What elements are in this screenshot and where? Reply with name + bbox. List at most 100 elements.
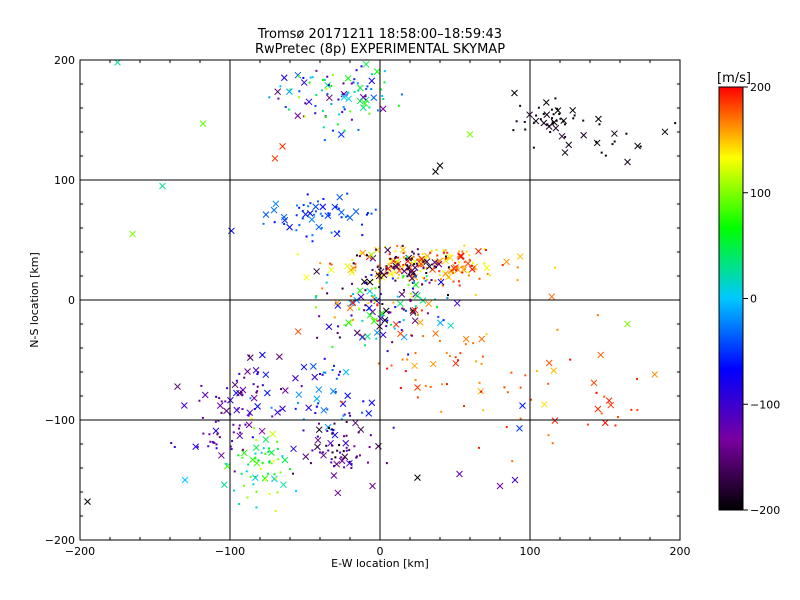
data-point (422, 277, 425, 280)
data-point (262, 447, 265, 450)
data-point (539, 118, 542, 121)
data-point (475, 360, 478, 363)
data-point (389, 323, 392, 326)
data-point (201, 391, 209, 399)
data-point (515, 120, 518, 123)
data-point (303, 274, 310, 281)
data-point (558, 113, 561, 116)
data-point (343, 413, 346, 416)
data-point (556, 107, 559, 110)
data-point (297, 75, 300, 78)
data-point (321, 451, 324, 454)
data-point (286, 223, 293, 231)
data-point (443, 252, 446, 255)
data-point (326, 93, 329, 96)
data-point (368, 251, 375, 259)
data-point (350, 118, 353, 121)
data-point (337, 373, 340, 376)
data-point (463, 404, 466, 407)
data-point (447, 266, 450, 269)
data-point (402, 288, 405, 291)
data-point (505, 425, 508, 428)
data-point (316, 435, 319, 438)
data-point (415, 262, 418, 265)
data-point (636, 377, 639, 380)
data-point (312, 203, 320, 211)
data-point (345, 319, 353, 326)
data-point (338, 457, 346, 465)
data-point (357, 89, 360, 92)
data-point (453, 299, 461, 307)
data-point (330, 444, 333, 447)
data-point (383, 81, 386, 84)
data-point (369, 434, 372, 437)
data-point (253, 459, 261, 467)
data-point (254, 475, 257, 478)
colorbar-tick-label: −100 (750, 398, 780, 411)
data-point (268, 449, 275, 456)
data-point (419, 297, 427, 304)
data-point (337, 98, 340, 101)
data-point (238, 372, 241, 375)
data-point (268, 460, 271, 463)
data-point (486, 272, 489, 275)
data-point (298, 224, 301, 227)
data-point (173, 445, 176, 448)
data-point (347, 91, 350, 94)
data-point (314, 104, 317, 107)
data-point (389, 311, 392, 314)
data-point (307, 205, 310, 208)
data-point (159, 182, 166, 190)
data-point (342, 414, 345, 417)
data-point (250, 394, 258, 402)
data-point (376, 304, 379, 307)
data-point (323, 357, 326, 360)
data-point (564, 135, 567, 138)
data-point (444, 249, 447, 252)
data-point (294, 328, 302, 335)
data-point (352, 208, 360, 215)
data-point (464, 260, 472, 267)
colorbar-tick-label: −200 (750, 504, 780, 517)
data-point (445, 351, 448, 354)
data-point (326, 292, 329, 295)
data-point (431, 259, 439, 266)
data-point (361, 411, 364, 414)
data-point (365, 304, 373, 312)
data-point (470, 264, 473, 267)
data-point (397, 267, 400, 270)
data-point (559, 117, 562, 120)
data-point (368, 77, 376, 85)
y-tick-label: 200 (54, 54, 75, 67)
data-point (410, 274, 413, 277)
x-tick-label: 200 (670, 545, 691, 558)
data-point (365, 213, 368, 216)
data-point (555, 119, 558, 122)
data-point (215, 447, 218, 450)
data-point (394, 250, 397, 253)
data-point (399, 246, 407, 253)
data-point (274, 409, 281, 416)
data-point (379, 267, 382, 270)
data-point (241, 393, 244, 396)
data-point (262, 371, 270, 379)
data-point (254, 452, 257, 455)
data-point (315, 223, 323, 231)
data-point (674, 122, 677, 125)
data-point (223, 407, 230, 415)
data-point (321, 215, 324, 218)
data-point (325, 281, 328, 284)
data-point (252, 427, 255, 430)
data-point (321, 287, 324, 290)
data-point (401, 276, 404, 279)
data-point (258, 427, 266, 435)
data-point (624, 320, 631, 328)
data-point (356, 82, 359, 85)
data-point (417, 262, 420, 265)
data-point (271, 155, 279, 162)
data-point (273, 221, 276, 224)
data-point (359, 249, 367, 257)
data-point (404, 370, 407, 373)
data-point (270, 206, 278, 214)
data-point (313, 268, 321, 275)
